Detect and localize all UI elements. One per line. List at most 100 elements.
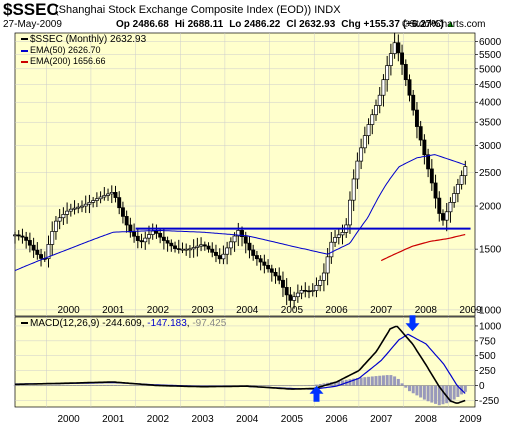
histogram-bar — [337, 381, 341, 386]
price-bar — [370, 114, 375, 125]
histogram-bar — [419, 385, 423, 398]
price-bar — [87, 202, 92, 205]
histogram-bar — [400, 383, 404, 386]
histogram-bar — [452, 385, 456, 400]
price-bar — [50, 231, 55, 245]
price-bar — [143, 237, 148, 243]
histogram-bar — [341, 380, 345, 386]
price-bar — [173, 245, 177, 249]
price-bar — [281, 279, 285, 288]
price-bar — [240, 230, 244, 237]
price-bar — [120, 207, 125, 217]
price-bar — [39, 254, 44, 259]
price-bar — [429, 168, 434, 184]
price-bar — [437, 197, 442, 214]
arrow-up-icon — [309, 385, 324, 402]
histogram-bar — [385, 375, 389, 386]
price-bar — [232, 235, 237, 243]
histogram-bar — [333, 381, 337, 386]
histogram-bar — [389, 375, 393, 386]
signal-value: -147.183 — [147, 318, 187, 329]
histogram-bar — [396, 378, 400, 386]
y-tick-label: 2500 — [479, 168, 502, 179]
y-tick-label: 4500 — [479, 80, 502, 91]
x-tick-label: 2005 — [281, 414, 304, 425]
price-bar — [351, 178, 356, 201]
y-tick-label: 1000 — [479, 305, 502, 316]
price-bar — [94, 198, 99, 201]
price-bar — [187, 248, 192, 251]
price-bar — [355, 160, 360, 180]
price-bar — [158, 233, 163, 238]
ema50-swatch — [21, 49, 28, 52]
price-bar — [251, 249, 256, 256]
histogram-bar — [374, 376, 378, 386]
histogram-bar — [348, 379, 352, 386]
price-bar — [161, 236, 166, 241]
macd-swatch — [21, 322, 28, 325]
histogram-bar — [411, 385, 415, 394]
price-bar — [333, 237, 338, 243]
price-bar — [400, 52, 405, 65]
price-bar — [199, 244, 204, 247]
macd-legend: MACD(12,26,9) -244.609, -147.183, -97.42… — [21, 318, 226, 329]
price-bar — [433, 182, 438, 199]
price-swatch — [21, 38, 28, 41]
x-tick-label: 2002 — [147, 414, 170, 425]
legend-price-label: $SSEC (Monthly) 2632.93 — [30, 34, 147, 45]
brand-label: ©StockCharts.com — [402, 19, 486, 30]
ohlc-readout: Op 2486.68 Hi 2688.11 Lo 2486.22 Cl 2632.93… — [116, 19, 461, 30]
price-bar — [299, 289, 304, 294]
histogram-bar — [426, 385, 430, 402]
price-bar — [336, 234, 341, 238]
legend-ema50-label: EMA(50) 2626.70 — [30, 45, 101, 55]
price-layer — [13, 32, 471, 309]
price-bar — [195, 245, 200, 248]
price-bar — [266, 265, 271, 270]
histogram-bar — [367, 376, 371, 386]
price-bar — [169, 242, 174, 247]
histogram-bar — [441, 385, 445, 405]
price-bar — [16, 234, 21, 237]
x-tick-label: 2006 — [325, 414, 348, 425]
price-bar — [214, 251, 218, 256]
price-bar — [221, 253, 226, 260]
arrow-down-icon — [405, 315, 420, 332]
histogram-bar — [370, 376, 374, 386]
histogram-value: -97.425 — [192, 318, 227, 329]
histogram-bar — [445, 385, 449, 404]
price-bar — [91, 200, 96, 203]
price-bar — [262, 261, 267, 266]
price-bar — [452, 193, 457, 203]
y-tick-label: 2000 — [479, 202, 502, 213]
y-tick-label: 3500 — [479, 118, 502, 129]
price-panel — [14, 32, 476, 317]
price-bar — [254, 255, 259, 260]
price-bar — [310, 290, 315, 292]
price-bar — [135, 235, 140, 241]
price-bar — [348, 199, 352, 226]
price-bar — [441, 213, 445, 221]
x-tick-label: 2003 — [191, 414, 214, 425]
price-bar — [362, 135, 367, 149]
histogram-bar — [318, 383, 322, 386]
y-tick-label: 6000 — [479, 37, 502, 48]
histogram-bar — [422, 385, 426, 400]
y-tick-label: 1500 — [479, 245, 502, 256]
histogram-bar — [448, 385, 452, 403]
macd-tick-label: 750 — [479, 336, 496, 347]
x-tick-label: 2005 — [281, 305, 304, 316]
price-bar — [128, 224, 133, 233]
price-bar — [273, 271, 278, 277]
price-bar — [459, 175, 464, 185]
x-tick-label: 2000 — [57, 305, 80, 316]
price-bar — [381, 79, 386, 96]
price-bar — [277, 275, 282, 281]
price-bar — [83, 203, 88, 207]
price-bar — [109, 192, 114, 195]
price-bar — [448, 202, 453, 213]
price-bar — [422, 139, 427, 156]
change-arrow-icon: ▲ — [445, 19, 456, 30]
macd-value: -244.609 — [102, 318, 142, 329]
histogram-bar — [381, 375, 385, 386]
